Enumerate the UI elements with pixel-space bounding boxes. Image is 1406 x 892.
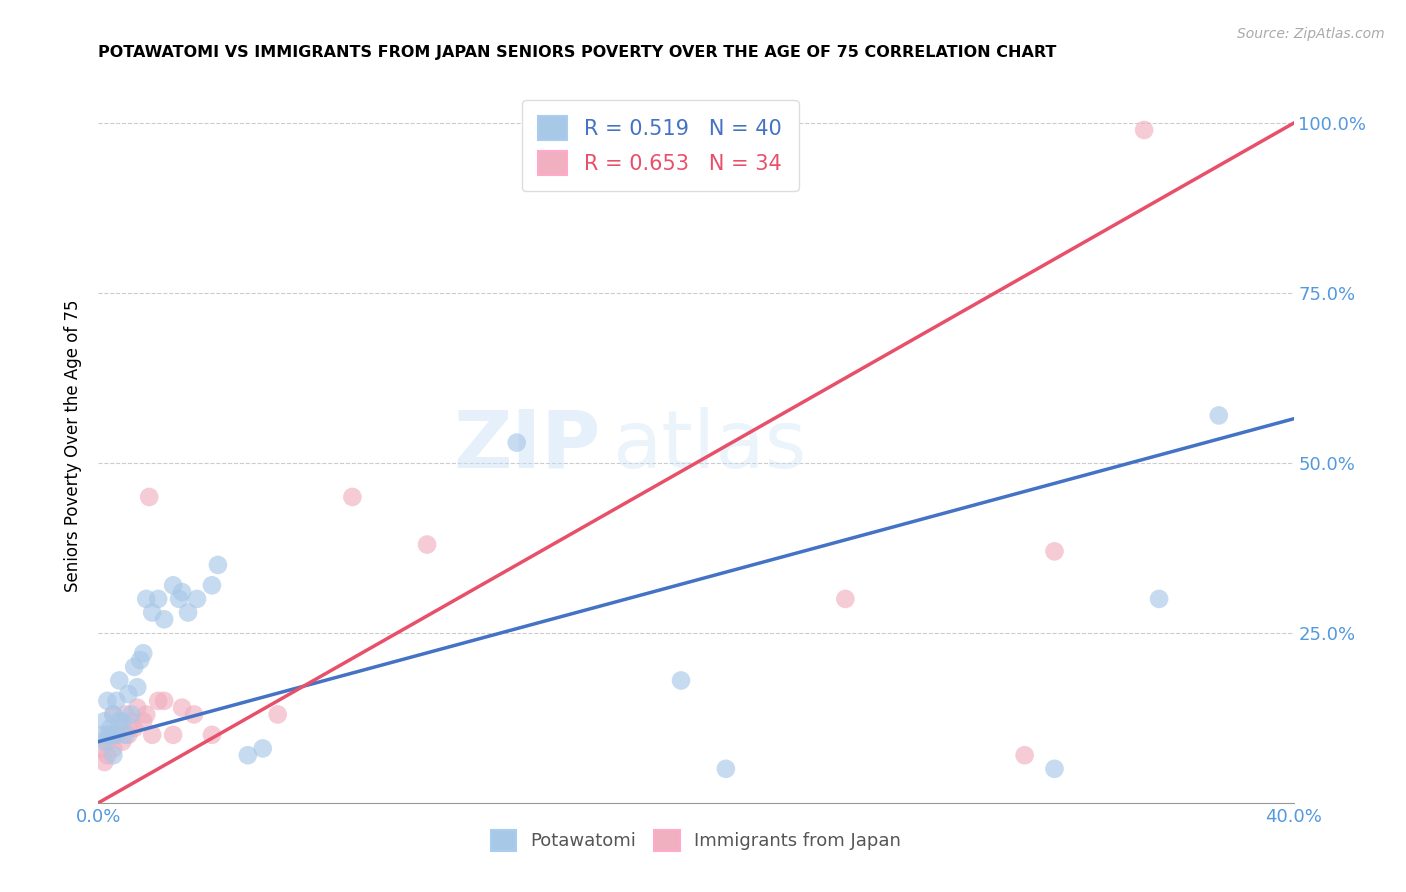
Point: [96, 728, 118, 742]
Point: [127, 700, 149, 714]
Point: [103, 741, 125, 756]
Point: [108, 673, 131, 688]
Point: [236, 748, 259, 763]
Point: [114, 707, 136, 722]
Point: [141, 728, 163, 742]
Point: [108, 714, 131, 729]
Point: [103, 707, 125, 722]
Point: [252, 741, 274, 756]
Point: [267, 707, 290, 722]
Point: [714, 762, 737, 776]
Point: [201, 578, 224, 592]
Point: [506, 435, 529, 450]
Y-axis label: Seniors Poverty Over the Age of 75: Seniors Poverty Over the Age of 75: [65, 300, 83, 592]
Point: [183, 707, 205, 722]
Point: [111, 734, 134, 748]
Point: [172, 700, 194, 714]
Point: [98, 728, 122, 742]
Point: [669, 673, 692, 688]
Point: [117, 728, 139, 742]
Point: [98, 721, 122, 735]
Point: [201, 728, 224, 742]
Point: [177, 606, 200, 620]
Point: [108, 721, 131, 735]
Point: [135, 707, 157, 722]
Point: [90, 728, 112, 742]
Point: [105, 694, 128, 708]
Point: [162, 578, 184, 592]
Point: [148, 591, 170, 606]
Point: [96, 734, 118, 748]
Point: [114, 728, 136, 742]
Point: [132, 714, 155, 729]
Point: [1208, 409, 1230, 423]
Point: [124, 660, 146, 674]
Text: POTAWATOMI VS IMMIGRANTS FROM JAPAN SENIORS POVERTY OVER THE AGE OF 75 CORRELATI: POTAWATOMI VS IMMIGRANTS FROM JAPAN SENI…: [98, 45, 1057, 60]
Point: [153, 694, 176, 708]
Point: [207, 558, 229, 572]
Point: [103, 748, 125, 763]
Point: [141, 606, 163, 620]
Point: [167, 591, 190, 606]
Point: [172, 585, 194, 599]
Point: [162, 728, 184, 742]
Point: [129, 653, 152, 667]
Point: [117, 687, 139, 701]
Point: [132, 646, 155, 660]
Point: [416, 537, 439, 551]
Point: [124, 721, 146, 735]
Text: ZIP: ZIP: [453, 407, 600, 485]
Point: [120, 707, 142, 722]
Point: [565, 123, 588, 137]
Point: [1147, 591, 1170, 606]
Point: [1133, 123, 1156, 137]
Point: [127, 680, 149, 694]
Point: [93, 755, 115, 769]
Point: [834, 591, 856, 606]
Point: [610, 123, 633, 137]
Text: Source: ZipAtlas.com: Source: ZipAtlas.com: [1237, 27, 1385, 41]
Point: [96, 748, 118, 763]
Point: [105, 728, 128, 742]
Point: [153, 612, 176, 626]
Point: [93, 734, 115, 748]
Point: [103, 707, 125, 722]
Point: [186, 591, 208, 606]
Point: [138, 490, 160, 504]
Point: [90, 741, 112, 756]
Point: [111, 714, 134, 729]
Point: [1043, 544, 1066, 558]
Point: [98, 728, 122, 742]
Point: [342, 490, 364, 504]
Legend: Potawatomi, Immigrants from Japan: Potawatomi, Immigrants from Japan: [484, 822, 908, 858]
Point: [1043, 762, 1066, 776]
Point: [93, 714, 115, 729]
Point: [120, 714, 142, 729]
Point: [96, 694, 118, 708]
Point: [135, 591, 157, 606]
Text: atlas: atlas: [613, 407, 807, 485]
Point: [148, 694, 170, 708]
Point: [1014, 748, 1036, 763]
Point: [105, 728, 128, 742]
